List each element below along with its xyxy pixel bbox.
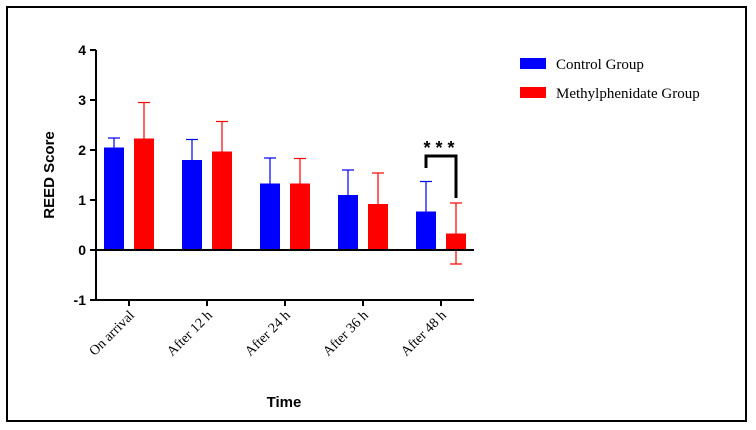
y-tick-label: 2 (78, 142, 86, 158)
x-category-label: After 48 h (399, 308, 450, 359)
y-tick-label: -1 (74, 292, 87, 308)
y-axis-title: REED Score (41, 131, 58, 219)
bar-methylphenidate (134, 138, 154, 250)
legend-swatch-control (520, 58, 546, 69)
bar-methylphenidate (212, 151, 232, 250)
y-tick-label: 3 (78, 92, 86, 108)
y-tick-label: 4 (78, 42, 86, 58)
y-tick-label: 1 (78, 192, 86, 208)
significance-stars: * * * (423, 138, 454, 158)
bar-control (104, 147, 124, 250)
legend-label-methylphenidate: Methylphenidate Group (556, 86, 700, 102)
legend-label-control: Control Group (556, 57, 644, 73)
significance-bracket (424, 154, 458, 198)
bar-control (416, 211, 436, 250)
y-tick-label: 0 (78, 242, 86, 258)
bar-control (182, 160, 202, 250)
bars-layer (104, 101, 466, 265)
legend-swatch-methylphenidate (520, 87, 546, 98)
bar-control (338, 195, 358, 250)
x-category-label: After 12 h (165, 308, 216, 359)
x-axis-title: Time (267, 394, 302, 411)
bar-control (260, 183, 280, 250)
significance-annotation: * * * (423, 138, 458, 198)
legend: Control Group Methylphenidate Group (520, 57, 700, 102)
x-category-label: After 36 h (321, 308, 372, 359)
x-category-label: After 24 h (243, 308, 294, 359)
x-category-label: On arrival (87, 308, 138, 359)
bar-methylphenidate (290, 183, 310, 250)
bar-methylphenidate (368, 204, 388, 250)
